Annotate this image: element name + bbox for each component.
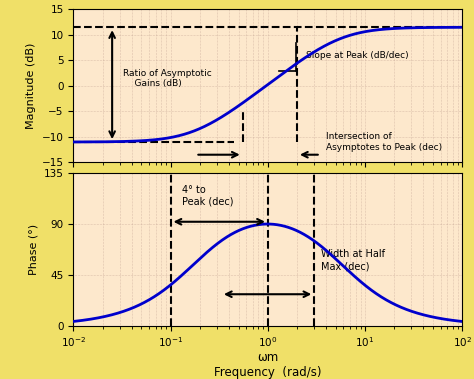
- Text: 4° to
Peak (dec): 4° to Peak (dec): [182, 185, 233, 207]
- X-axis label: ωm
Frequency  (rad/s): ωm Frequency (rad/s): [214, 351, 321, 379]
- Text: Slope at Peak (dB/dec): Slope at Peak (dB/dec): [307, 51, 409, 60]
- Text: Ratio of Asymptotic
    Gains (dB): Ratio of Asymptotic Gains (dB): [123, 69, 211, 88]
- Y-axis label: Magnitude (dB): Magnitude (dB): [26, 43, 36, 129]
- Y-axis label: Phase (°): Phase (°): [28, 224, 38, 275]
- Text: Intersection of
Asymptotes to Peak (dec): Intersection of Asymptotes to Peak (dec): [326, 132, 442, 152]
- Text: Width at Half
Max (dec): Width at Half Max (dec): [321, 249, 385, 271]
